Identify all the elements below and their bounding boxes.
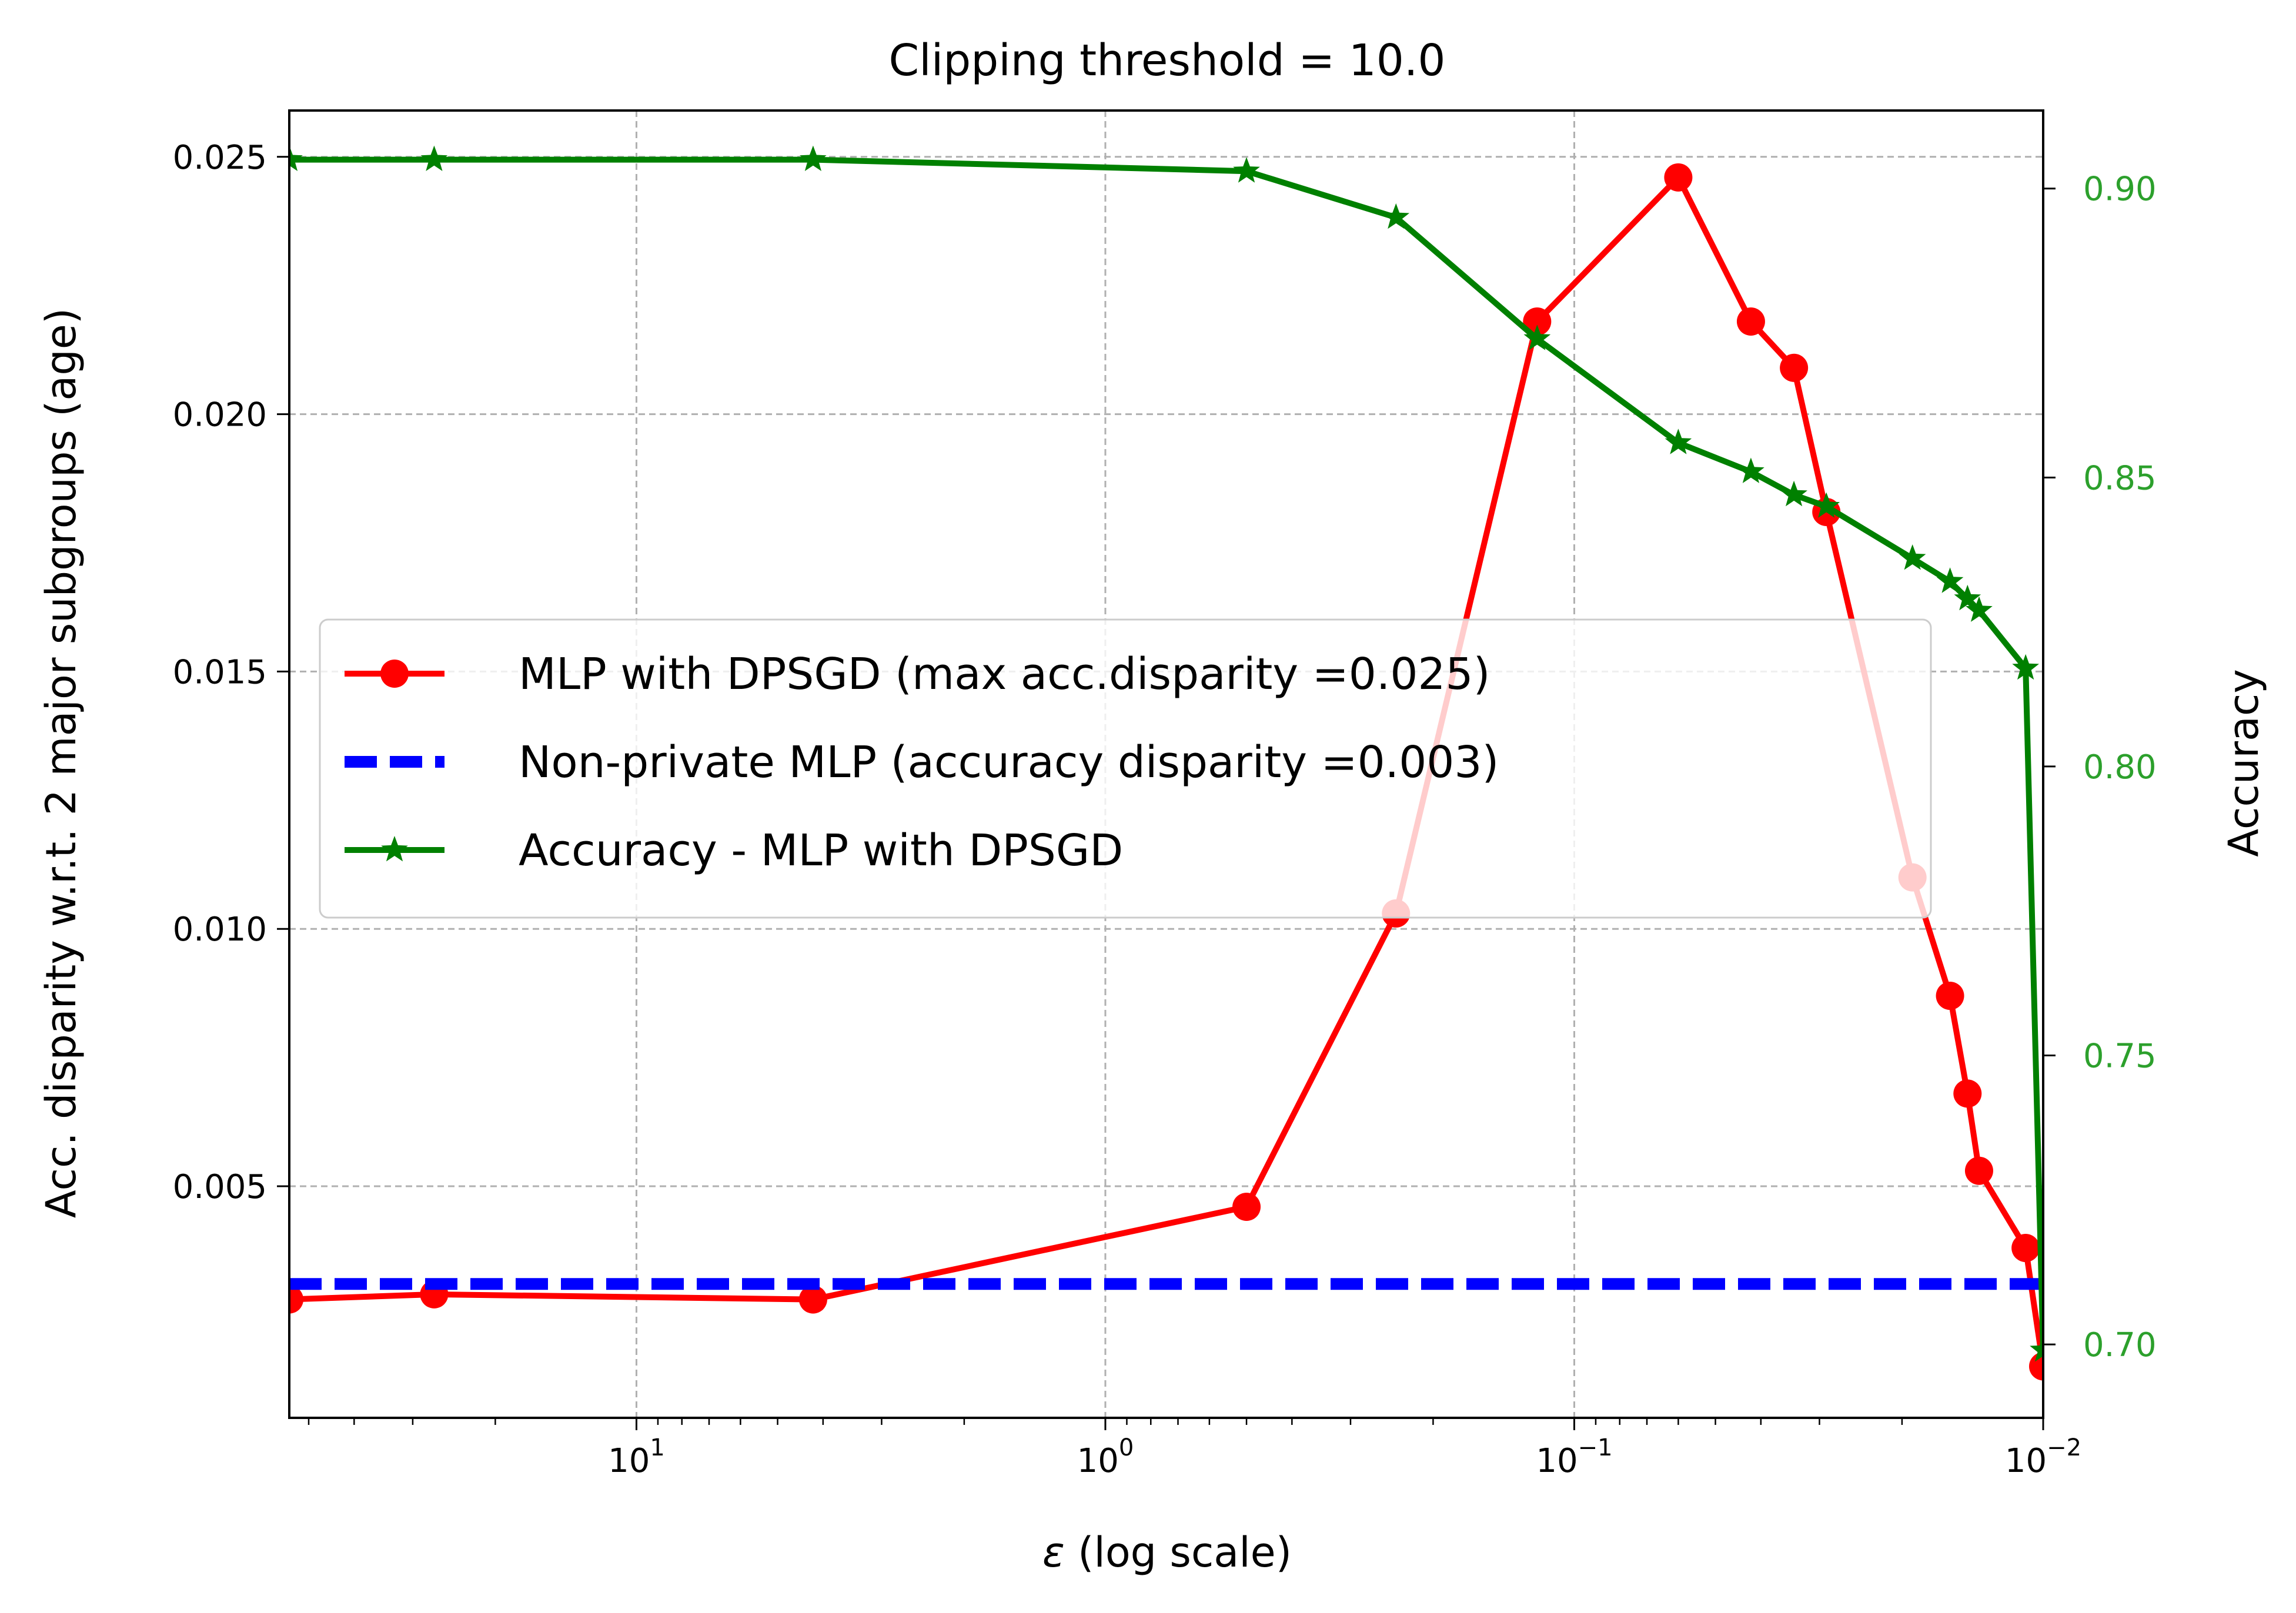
data-point: [1813, 492, 1840, 518]
data-point: [1664, 163, 1693, 192]
data-point: [1964, 1156, 1993, 1185]
x-tick-label-exponent: −2: [2047, 1434, 2081, 1461]
data-point: [420, 145, 448, 171]
x-tick-label: 101: [608, 1434, 665, 1480]
x-axis-label-text: (log scale): [1078, 1528, 1292, 1577]
y-left-tick-label: 0.010: [173, 911, 267, 949]
data-point: [798, 1285, 827, 1314]
y-right-tick-label: 0.75: [2083, 1038, 2157, 1076]
y-right-tick-label: 0.85: [2083, 459, 2157, 497]
plot-frame: [288, 109, 2044, 1419]
x-axis-symbol: ε: [1042, 1528, 1065, 1577]
y-left-tick-label: 0.025: [173, 139, 267, 177]
data-point: [800, 145, 827, 171]
data-point: [1899, 544, 1926, 570]
x-tick-label-base: 10: [1536, 1442, 1578, 1480]
y-right-tick-label: 0.70: [2083, 1326, 2157, 1364]
legend-box: [319, 618, 1932, 919]
data-point: [289, 145, 303, 171]
data-point: [1382, 203, 1410, 229]
legend-label: Accuracy - MLP with DPSGD: [519, 825, 1123, 876]
y-left-tick-label: 0.020: [173, 396, 267, 434]
data-point: [2011, 1234, 2040, 1263]
y-axis-label: Acc. disparity w.r.t. 2 major subgroups …: [37, 308, 85, 1218]
data-point: [289, 1285, 303, 1314]
x-axis-label: ε (log scale): [1042, 1528, 1292, 1577]
data-point: [1936, 982, 1964, 1010]
legend-marker: [380, 660, 409, 688]
y-left-tick-label: 0.005: [173, 1168, 267, 1206]
data-point: [1523, 324, 1551, 350]
x-tick-label-base: 10: [2005, 1442, 2047, 1480]
legend-label: Non-private MLP (accuracy disparity =0.0…: [519, 737, 1499, 788]
data-point: [2030, 1336, 2043, 1362]
series-3: [289, 145, 2043, 1362]
x-tick-label: 100: [1077, 1434, 1134, 1480]
x-tick-label-base: 10: [1077, 1442, 1119, 1480]
series-line: [289, 174, 2043, 1367]
data-point: [1737, 457, 1764, 483]
x-tick-label-exponent: 1: [650, 1434, 664, 1461]
legend-item: Non-private MLP (accuracy disparity =0.0…: [345, 737, 1499, 788]
chart-title: Clipping threshold = 10.0: [888, 35, 1445, 86]
data-point: [1953, 1079, 1982, 1108]
legend-item: Accuracy - MLP with DPSGD: [345, 825, 1123, 876]
legend-label: MLP with DPSGD (max acc.disparity =0.025…: [519, 649, 1490, 700]
y-left-tick-label: 0.015: [173, 653, 267, 691]
axes-layer: 101 100 10−1 10−20.0050.0100.0150.0200.0250…: [173, 109, 2157, 1480]
data-point: [1966, 596, 1993, 622]
data-point: [2012, 654, 2039, 680]
data-point: [1232, 1193, 1261, 1222]
x-tick-label: 10−1: [1536, 1434, 1612, 1480]
data-point: [1233, 157, 1260, 183]
y-axis-label-right: Accuracy: [2220, 669, 2268, 857]
x-tick-label-exponent: −1: [1578, 1434, 1613, 1461]
y-right-tick-label: 0.80: [2083, 748, 2157, 787]
data-point: [1780, 480, 1807, 507]
x-tick-label-base: 10: [608, 1442, 650, 1480]
legend-item: MLP with DPSGD (max acc.disparity =0.025…: [345, 649, 1490, 700]
legend-marker: [381, 836, 408, 862]
legend: MLP with DPSGD (max acc.disparity =0.025…: [319, 618, 1932, 919]
data-point: [1523, 307, 1552, 336]
x-tick-label: 10−2: [2005, 1434, 2081, 1480]
data-point: [2029, 1352, 2043, 1381]
data-point: [1954, 584, 1981, 611]
x-tick-label-exponent: 0: [1119, 1434, 1134, 1461]
y-right-tick-label: 0.90: [2083, 170, 2157, 209]
data-point: [1665, 429, 1692, 454]
data-point: [1936, 567, 1964, 593]
data-point: [1736, 307, 1765, 336]
data-point: [1780, 353, 1809, 382]
series-layer: [289, 145, 2043, 1381]
